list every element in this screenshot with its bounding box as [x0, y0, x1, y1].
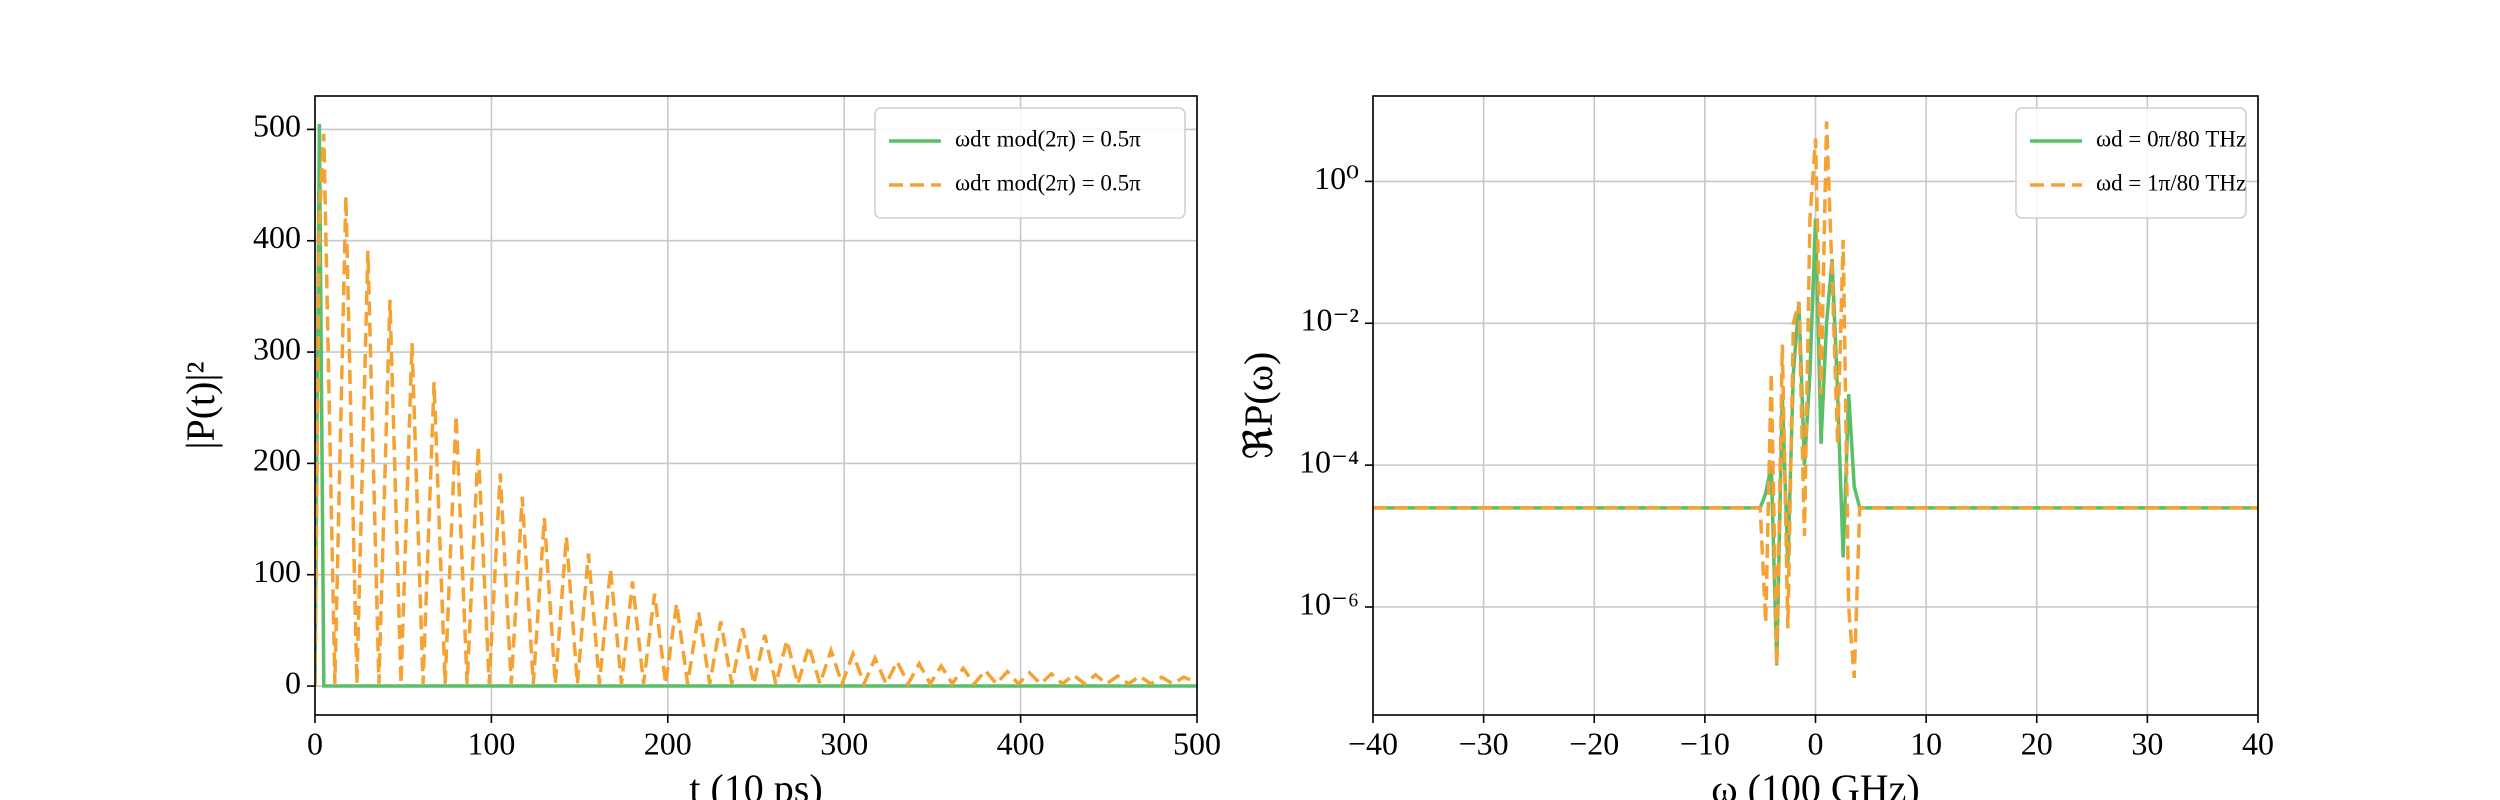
legend-label: ωd = 1π/80 THz — [2096, 170, 2246, 195]
x-tick-label: −40 — [1348, 725, 1398, 761]
x-tick-label: 0 — [1808, 725, 1824, 761]
y-tick-label: 0 — [285, 664, 301, 700]
legend-label: ωdτ mod(2π) = 0.5π — [955, 170, 1141, 195]
y-tick-label: 10⁻⁴ — [1299, 443, 1359, 479]
y-axis-label: |P(t)|² — [178, 361, 223, 449]
y-axis-label: ℜP(ω) — [1236, 352, 1281, 460]
legend-label: ωdτ mod(2π) = 0.5π — [955, 126, 1141, 151]
data-line — [315, 133, 1197, 691]
x-tick-label: 40 — [2242, 725, 2274, 761]
y-tick-label: 10⁰ — [1314, 160, 1359, 196]
y-tick-label: 10⁻⁶ — [1299, 585, 1359, 621]
x-tick-label: 500 — [1173, 725, 1221, 761]
x-axis-label: ω (100 GHz) — [1711, 766, 1920, 800]
y-tick-label: 100 — [253, 553, 301, 589]
x-tick-label: 400 — [997, 725, 1045, 761]
x-tick-label: −30 — [1459, 725, 1509, 761]
x-tick-label: 200 — [644, 725, 692, 761]
x-axis-label: t (10 ps) — [689, 766, 822, 800]
x-tick-label: 10 — [1910, 725, 1942, 761]
axes-frame — [314, 95, 1198, 716]
legend-box — [2015, 107, 2247, 219]
data-line — [1373, 218, 2258, 666]
y-tick-label: 200 — [253, 442, 301, 478]
legend-label: ωd = 0π/80 THz — [2096, 126, 2246, 151]
y-tick-label: 10⁻² — [1301, 302, 1359, 338]
x-tick-label: 300 — [820, 725, 868, 761]
legend-box — [874, 107, 1186, 219]
x-tick-label: −20 — [1569, 725, 1619, 761]
data-line — [315, 123, 1197, 688]
y-tick-label: 400 — [253, 219, 301, 255]
axes-frame — [1372, 95, 2259, 716]
x-tick-label: 20 — [2021, 725, 2053, 761]
x-tick-label: 30 — [2131, 725, 2163, 761]
x-tick-label: −10 — [1680, 725, 1730, 761]
data-line — [1373, 121, 2258, 679]
y-tick-label: 500 — [253, 108, 301, 144]
y-tick-label: 300 — [253, 330, 301, 366]
x-tick-label: 100 — [467, 725, 515, 761]
x-tick-label: 0 — [307, 725, 323, 761]
